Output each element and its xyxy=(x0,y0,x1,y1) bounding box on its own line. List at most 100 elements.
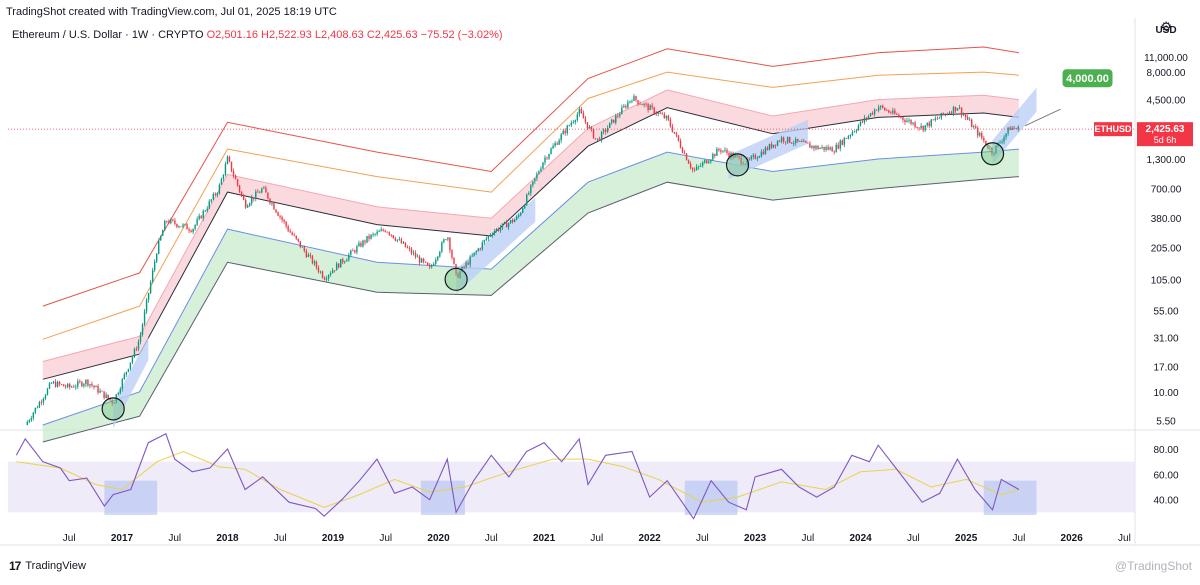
candle xyxy=(906,117,908,123)
candle xyxy=(647,102,649,113)
candle xyxy=(600,130,603,143)
time-tick-label: Jul xyxy=(379,533,392,544)
candle xyxy=(125,371,128,377)
candle xyxy=(1007,126,1009,136)
candle-body xyxy=(908,120,910,121)
candle xyxy=(750,155,752,161)
candle xyxy=(683,150,686,155)
candle xyxy=(149,279,152,295)
candle-body xyxy=(48,383,51,389)
candle xyxy=(871,111,874,116)
candle xyxy=(135,346,138,352)
candle xyxy=(734,152,736,158)
candle xyxy=(772,144,775,149)
candle-body xyxy=(924,125,926,131)
candle-body xyxy=(331,270,334,274)
candle-body xyxy=(147,292,150,300)
candle-body xyxy=(962,114,965,116)
candle xyxy=(586,122,589,130)
candle-body xyxy=(180,226,182,228)
candle xyxy=(716,146,718,156)
candle-body xyxy=(376,231,378,235)
candle-body xyxy=(793,143,795,144)
candle-body xyxy=(133,348,136,357)
candle xyxy=(522,206,524,214)
candle xyxy=(841,139,843,146)
band-line-mid xyxy=(42,107,1019,380)
gear-icon[interactable]: ⚙ xyxy=(1160,19,1172,34)
candle-body xyxy=(568,125,570,127)
candle-body xyxy=(127,368,130,372)
candle-body xyxy=(795,138,797,144)
tradingview-brand[interactable]: 17 TradingView xyxy=(9,559,86,573)
candle xyxy=(708,159,710,164)
candle-body xyxy=(807,142,809,144)
candle-body xyxy=(748,159,750,160)
candle-body xyxy=(803,141,805,142)
candle xyxy=(160,235,162,241)
candle xyxy=(615,113,617,125)
candle xyxy=(38,400,41,409)
candle xyxy=(325,275,328,282)
time-tick-label: Jul xyxy=(274,533,287,544)
rsi-highlight-box-1 xyxy=(104,480,158,515)
candle xyxy=(28,419,30,424)
candle xyxy=(517,213,520,219)
candle-body xyxy=(232,171,235,176)
candle xyxy=(568,124,570,127)
buy-zone-circle-4 xyxy=(980,142,1005,166)
candle-body xyxy=(83,384,85,387)
candle xyxy=(724,147,726,153)
candle xyxy=(467,260,469,266)
candle xyxy=(261,187,263,194)
candle-body xyxy=(576,114,579,121)
candle-body xyxy=(784,141,787,143)
candle xyxy=(202,209,204,222)
candle-body xyxy=(734,155,736,158)
candle xyxy=(340,259,342,268)
candle xyxy=(693,167,696,173)
candle-body xyxy=(109,398,111,401)
candle-body xyxy=(815,146,817,149)
candle-body xyxy=(999,142,1001,144)
candle xyxy=(530,183,532,197)
rsi-band xyxy=(8,461,1135,513)
price-tick-label: 31.00 xyxy=(1153,334,1178,345)
candle-body xyxy=(890,112,892,114)
candle-body xyxy=(433,263,435,266)
candle xyxy=(64,384,67,389)
candle-body xyxy=(58,381,61,385)
candle xyxy=(303,245,306,253)
candle xyxy=(748,157,750,161)
candle-body xyxy=(218,184,221,194)
candle xyxy=(843,136,846,148)
candle xyxy=(718,147,720,152)
candle-body xyxy=(267,192,269,199)
candle-body xyxy=(113,402,115,404)
candle-body xyxy=(277,212,279,216)
candle xyxy=(410,246,413,256)
candle-body xyxy=(546,157,548,159)
candle xyxy=(158,238,160,255)
time-tick-label: 2018 xyxy=(216,533,239,544)
candle-body xyxy=(987,145,989,149)
candle-body xyxy=(50,382,53,384)
candle-body xyxy=(596,138,599,140)
candle xyxy=(934,116,937,122)
candle xyxy=(993,152,995,157)
candle xyxy=(255,189,257,202)
band-line-orange xyxy=(42,71,1019,340)
candle xyxy=(32,411,35,421)
candle-body xyxy=(443,239,445,243)
candle xyxy=(447,236,449,242)
candle xyxy=(536,171,538,182)
candle-body xyxy=(392,235,395,239)
candle-body xyxy=(572,122,575,123)
candle-body xyxy=(174,220,176,224)
candle xyxy=(362,239,364,248)
candle-body xyxy=(831,147,833,152)
candle-body xyxy=(467,262,469,265)
candle-body xyxy=(40,402,43,403)
candle-body xyxy=(151,270,154,282)
candle-body xyxy=(485,238,488,241)
